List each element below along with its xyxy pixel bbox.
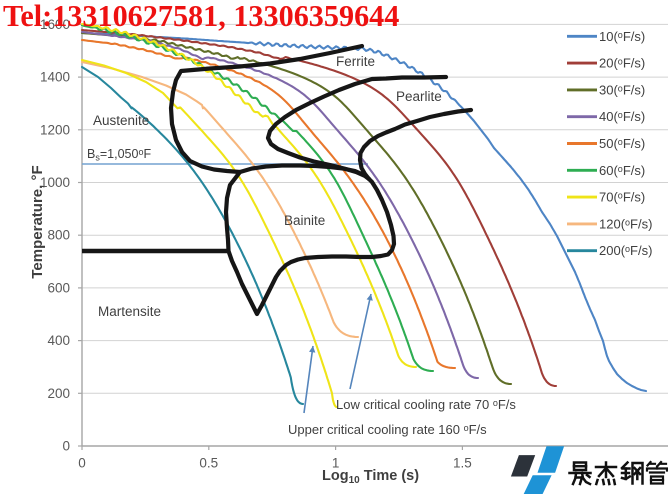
svg-text:10(oF/s): 10(oF/s) [599,29,645,44]
svg-text:600: 600 [47,280,70,295]
svg-text:Martensite: Martensite [98,304,161,319]
svg-text:Tel:13310627581, 13306359644: Tel:13310627581, 13306359644 [3,0,399,33]
svg-text:200(oF/s): 200(oF/s) [599,243,652,258]
svg-text:Low critical cooling rate 70 o: Low critical cooling rate 70 oF/s [336,397,516,412]
svg-text:1: 1 [332,456,340,471]
svg-text:70(oF/s): 70(oF/s) [599,190,645,205]
svg-text:1200: 1200 [40,122,70,137]
svg-text:20(oF/s): 20(oF/s) [599,56,645,71]
svg-text:Bs=1,050oF: Bs=1,050oF [87,147,151,163]
svg-text:0.5: 0.5 [199,456,218,471]
svg-text:1600: 1600 [40,17,70,32]
svg-text:1400: 1400 [40,70,70,85]
svg-text:Temperature, °F: Temperature, °F [29,165,46,278]
svg-text:50(oF/s): 50(oF/s) [599,136,645,151]
svg-text:60(oF/s): 60(oF/s) [599,163,645,178]
svg-text:Austenite: Austenite [93,113,149,128]
svg-text:40(oF/s): 40(oF/s) [599,109,645,124]
svg-text:Log10 Time (s): Log10 Time (s) [322,468,419,486]
svg-text:400: 400 [47,333,70,348]
svg-text:120(oF/s): 120(oF/s) [599,216,652,231]
svg-text:0: 0 [78,456,86,471]
svg-text:Pearlite: Pearlite [396,89,442,104]
svg-text:Bainite: Bainite [284,213,325,228]
svg-text:Ferrite: Ferrite [336,54,375,69]
svg-text:1000: 1000 [40,175,70,190]
svg-text:30(oF/s): 30(oF/s) [599,82,645,97]
svg-text:800: 800 [47,228,70,243]
svg-text:0: 0 [62,439,70,454]
svg-text:1.5: 1.5 [453,456,472,471]
svg-text:200: 200 [47,386,70,401]
svg-text:Upper critical cooling rate 16: Upper critical cooling rate 160 oF/s [288,422,487,437]
